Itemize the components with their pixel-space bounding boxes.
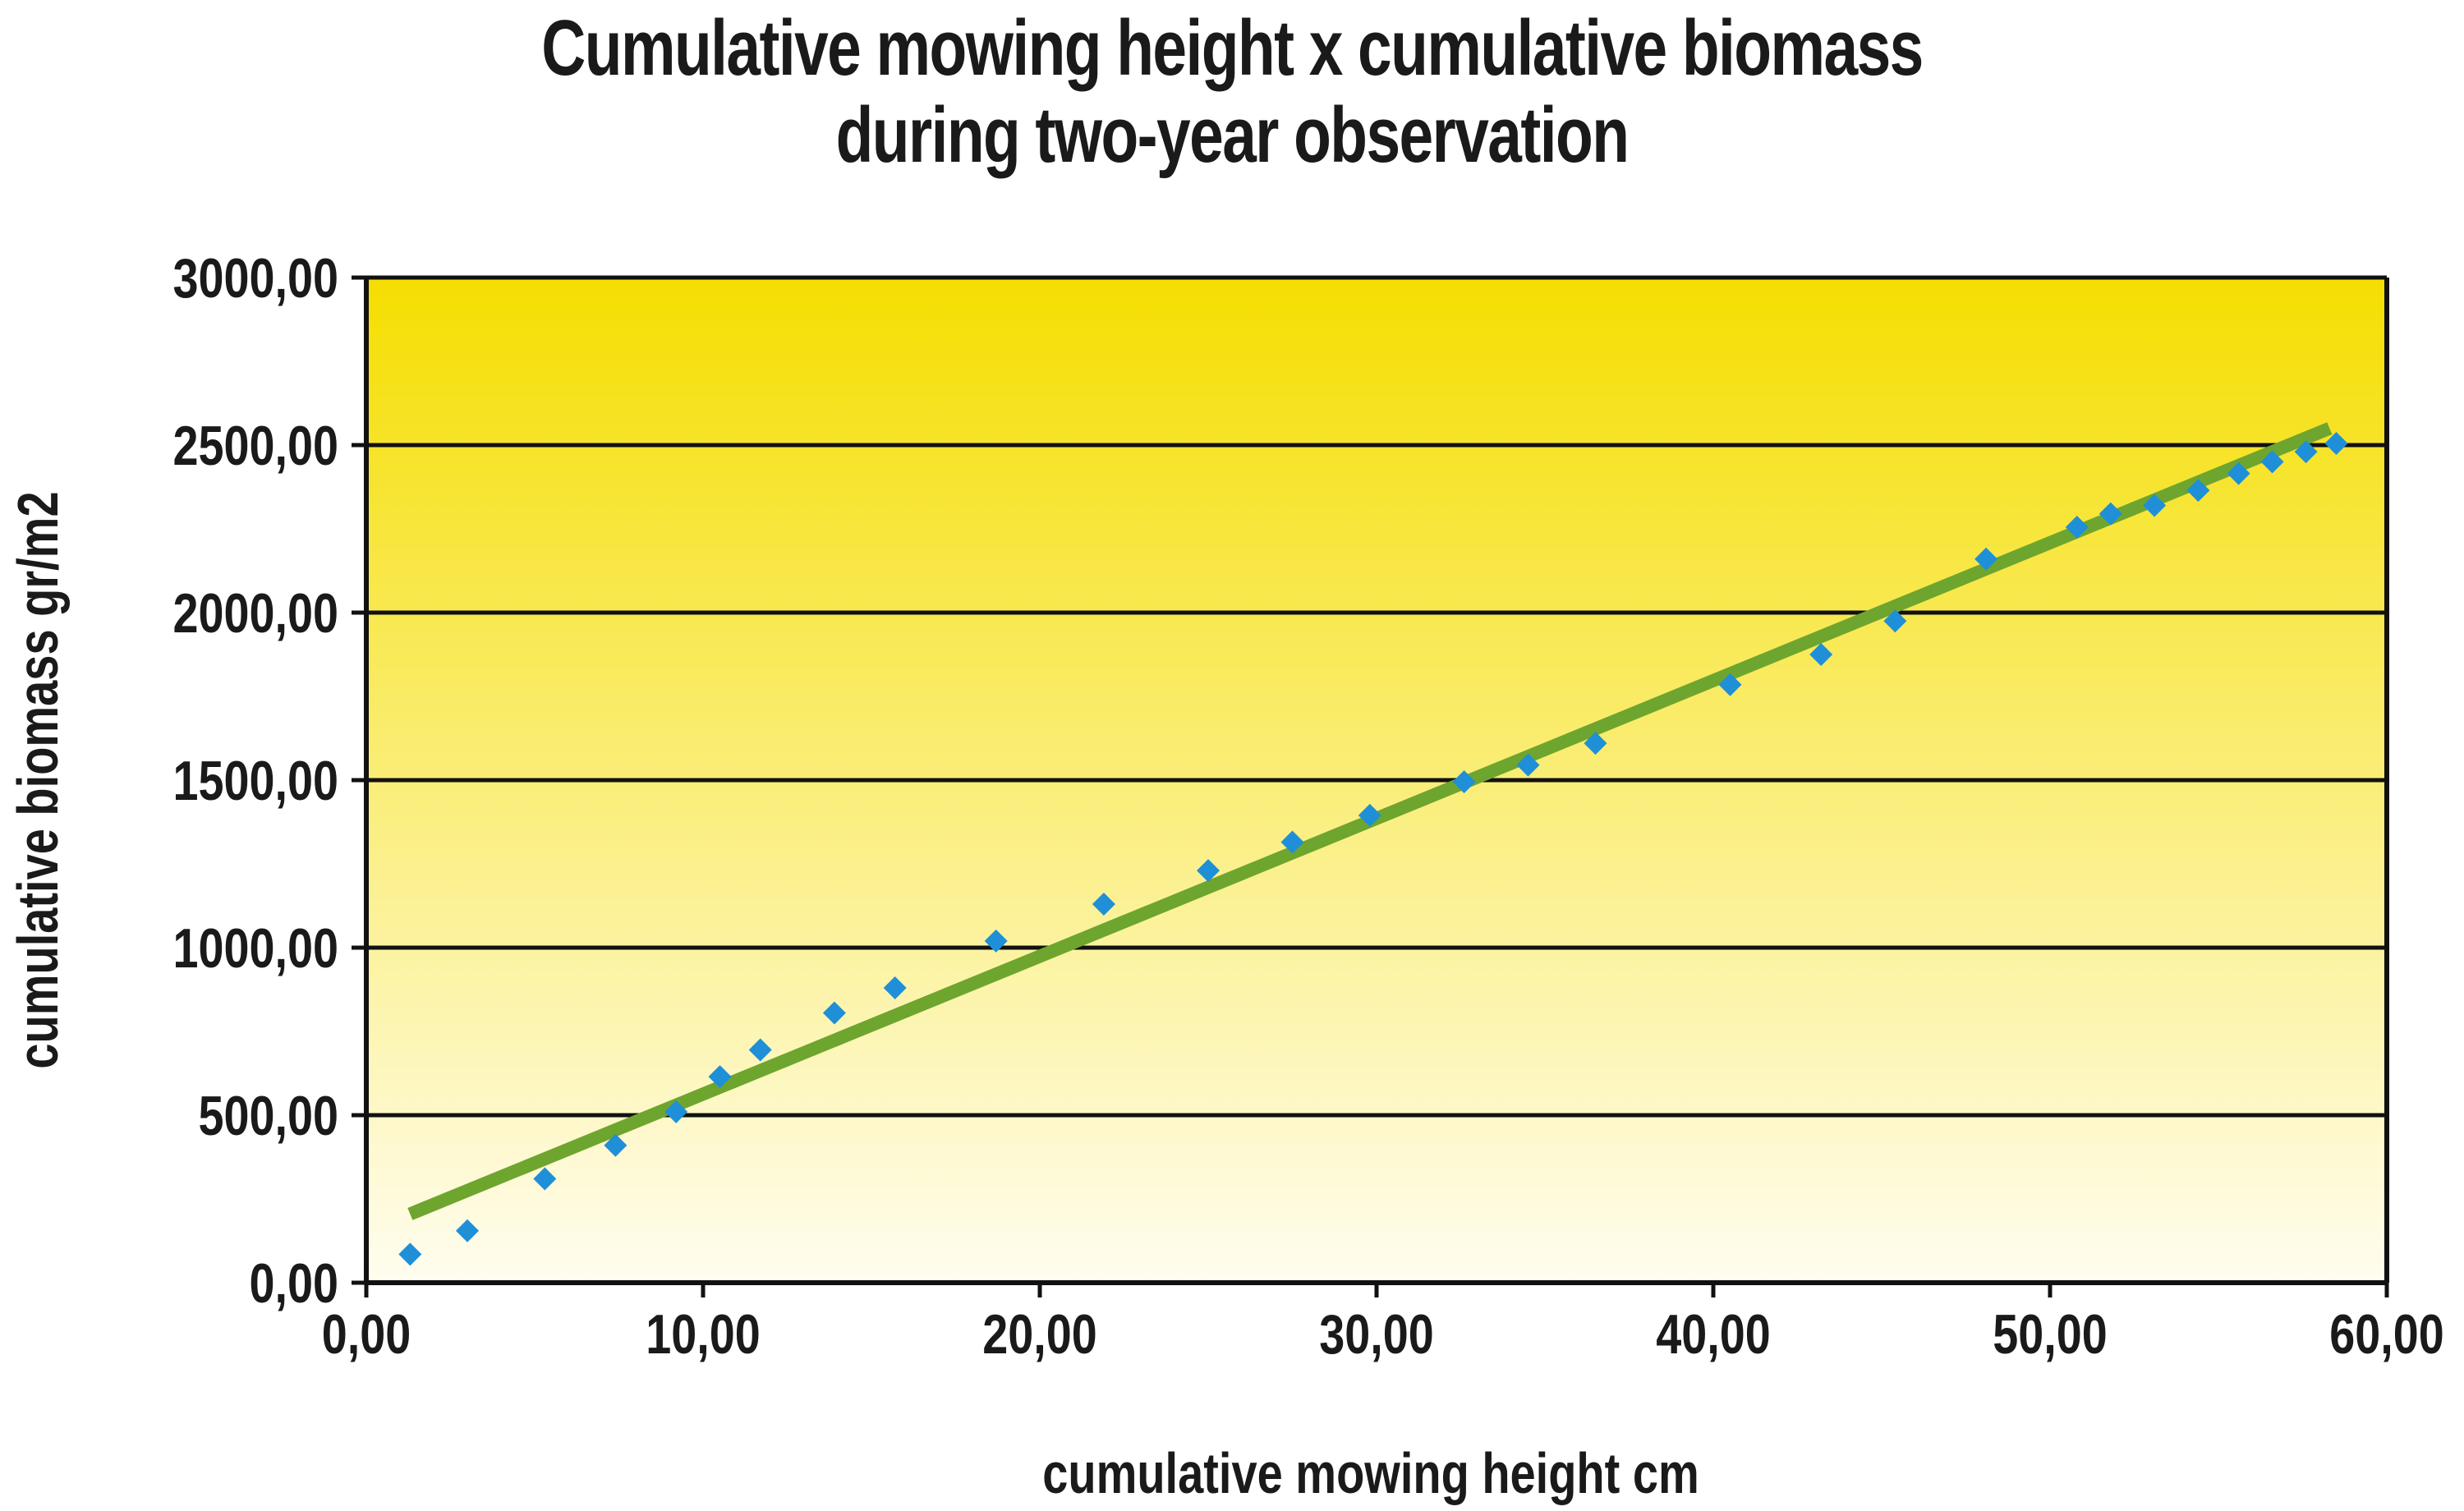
data-point: [1358, 803, 1381, 827]
data-point: [2099, 502, 2122, 526]
data-point: [883, 976, 907, 999]
tick-labels: 0,00 500,00 1000,00 1500,00 2000,00 2500,00 30…: [172, 248, 2443, 1366]
data-points: [398, 431, 2348, 1266]
y-tick-label: 2500,00: [172, 416, 338, 477]
data-point: [1883, 609, 1907, 633]
chart-subtitle: during two-year observation: [835, 91, 1630, 179]
data-point: [1452, 770, 1476, 794]
y-tick-label: 0,00: [249, 1253, 338, 1315]
data-point: [2227, 462, 2250, 485]
data-point: [1974, 547, 1998, 571]
data-point: [2186, 479, 2210, 503]
data-point: [1092, 892, 1115, 916]
axes: [364, 278, 2389, 1285]
data-point: [2260, 450, 2284, 474]
y-tick-label: 1500,00: [172, 751, 338, 812]
y-tick-label: 2000,00: [172, 583, 338, 645]
x-tick-label: 0,00: [322, 1304, 411, 1366]
data-point: [984, 929, 1008, 953]
data-point: [1584, 732, 1607, 756]
y-tick-label: 1000,00: [172, 918, 338, 980]
y-axis-label: cumulative biomass gr/m2: [7, 491, 70, 1068]
data-point: [398, 1242, 422, 1266]
data-point: [822, 1001, 846, 1025]
data-point: [533, 1167, 557, 1191]
x-tick-label: 50,00: [1993, 1304, 2108, 1366]
data-point: [2324, 431, 2348, 455]
data-point: [2294, 440, 2318, 464]
data-point: [456, 1219, 479, 1242]
data-point: [664, 1100, 688, 1123]
data-point: [1809, 643, 1833, 666]
x-tick-label: 20,00: [982, 1304, 1097, 1366]
y-tick-label: 3000,00: [172, 248, 338, 310]
x-tick-label: 30,00: [1319, 1304, 1434, 1366]
chart-title: Cumulative mowing height x cumulative bi…: [541, 4, 1924, 92]
data-point: [2065, 515, 2089, 539]
data-point: [1280, 830, 1304, 854]
data-point: [748, 1038, 772, 1062]
data-point: [604, 1133, 627, 1157]
data-point: [2143, 494, 2167, 517]
x-axis-label: cumulative mowing height cm: [1042, 1442, 1699, 1505]
data-point: [1718, 673, 1742, 696]
x-tick-label: 60,00: [2329, 1304, 2444, 1366]
x-tick-label: 10,00: [646, 1304, 761, 1366]
data-point: [1197, 859, 1220, 883]
data-point: [708, 1065, 732, 1089]
y-tick-label: 500,00: [198, 1086, 338, 1147]
x-tick-label: 40,00: [1656, 1304, 1771, 1366]
data-point: [1516, 753, 1540, 777]
